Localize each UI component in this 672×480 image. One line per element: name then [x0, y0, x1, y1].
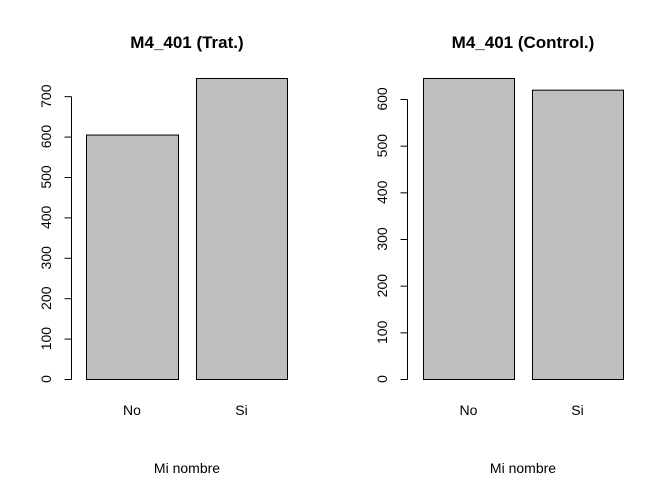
bar-no — [423, 78, 515, 380]
y-tick-label: 600 — [374, 87, 390, 111]
y-tick-label: 100 — [374, 320, 390, 344]
bar-si — [532, 89, 624, 381]
x-tick-label: Si — [571, 402, 583, 418]
x-tick-label: Si — [235, 402, 247, 418]
y-tick-label: 100 — [38, 327, 54, 351]
x-axis-label: Mi nombre — [154, 460, 220, 476]
chart-title: M4_401 (Control.) — [452, 33, 595, 52]
y-tick-label: 200 — [38, 286, 54, 310]
y-tick-label: 300 — [38, 246, 54, 270]
chart-title: M4_401 (Trat.) — [130, 33, 243, 52]
x-tick-label: No — [123, 402, 141, 418]
y-tick-label: 600 — [38, 125, 54, 149]
y-tick-label: 200 — [374, 274, 390, 298]
y-tick-label: 400 — [38, 205, 54, 229]
bar-no — [86, 134, 179, 380]
chart-panel-control: M4_401 (Control.) Mi nombre No Si 0 100 200 3… — [374, 33, 624, 476]
y-tick-label: 0 — [38, 375, 54, 383]
chart-panel-trat: M4_401 (Trat.) Mi nombre No Si 0 100 200 300 4… — [38, 33, 288, 476]
x-tick-label: No — [460, 402, 478, 418]
y-tick-label: 500 — [374, 134, 390, 158]
y-tick-label: 400 — [374, 180, 390, 204]
y-tick-label: 300 — [374, 227, 390, 251]
bar-si — [196, 78, 288, 380]
y-tick-label: 700 — [38, 84, 54, 108]
y-tick-label: 0 — [374, 375, 390, 383]
y-tick-label: 500 — [38, 165, 54, 189]
x-axis-label: Mi nombre — [490, 460, 556, 476]
